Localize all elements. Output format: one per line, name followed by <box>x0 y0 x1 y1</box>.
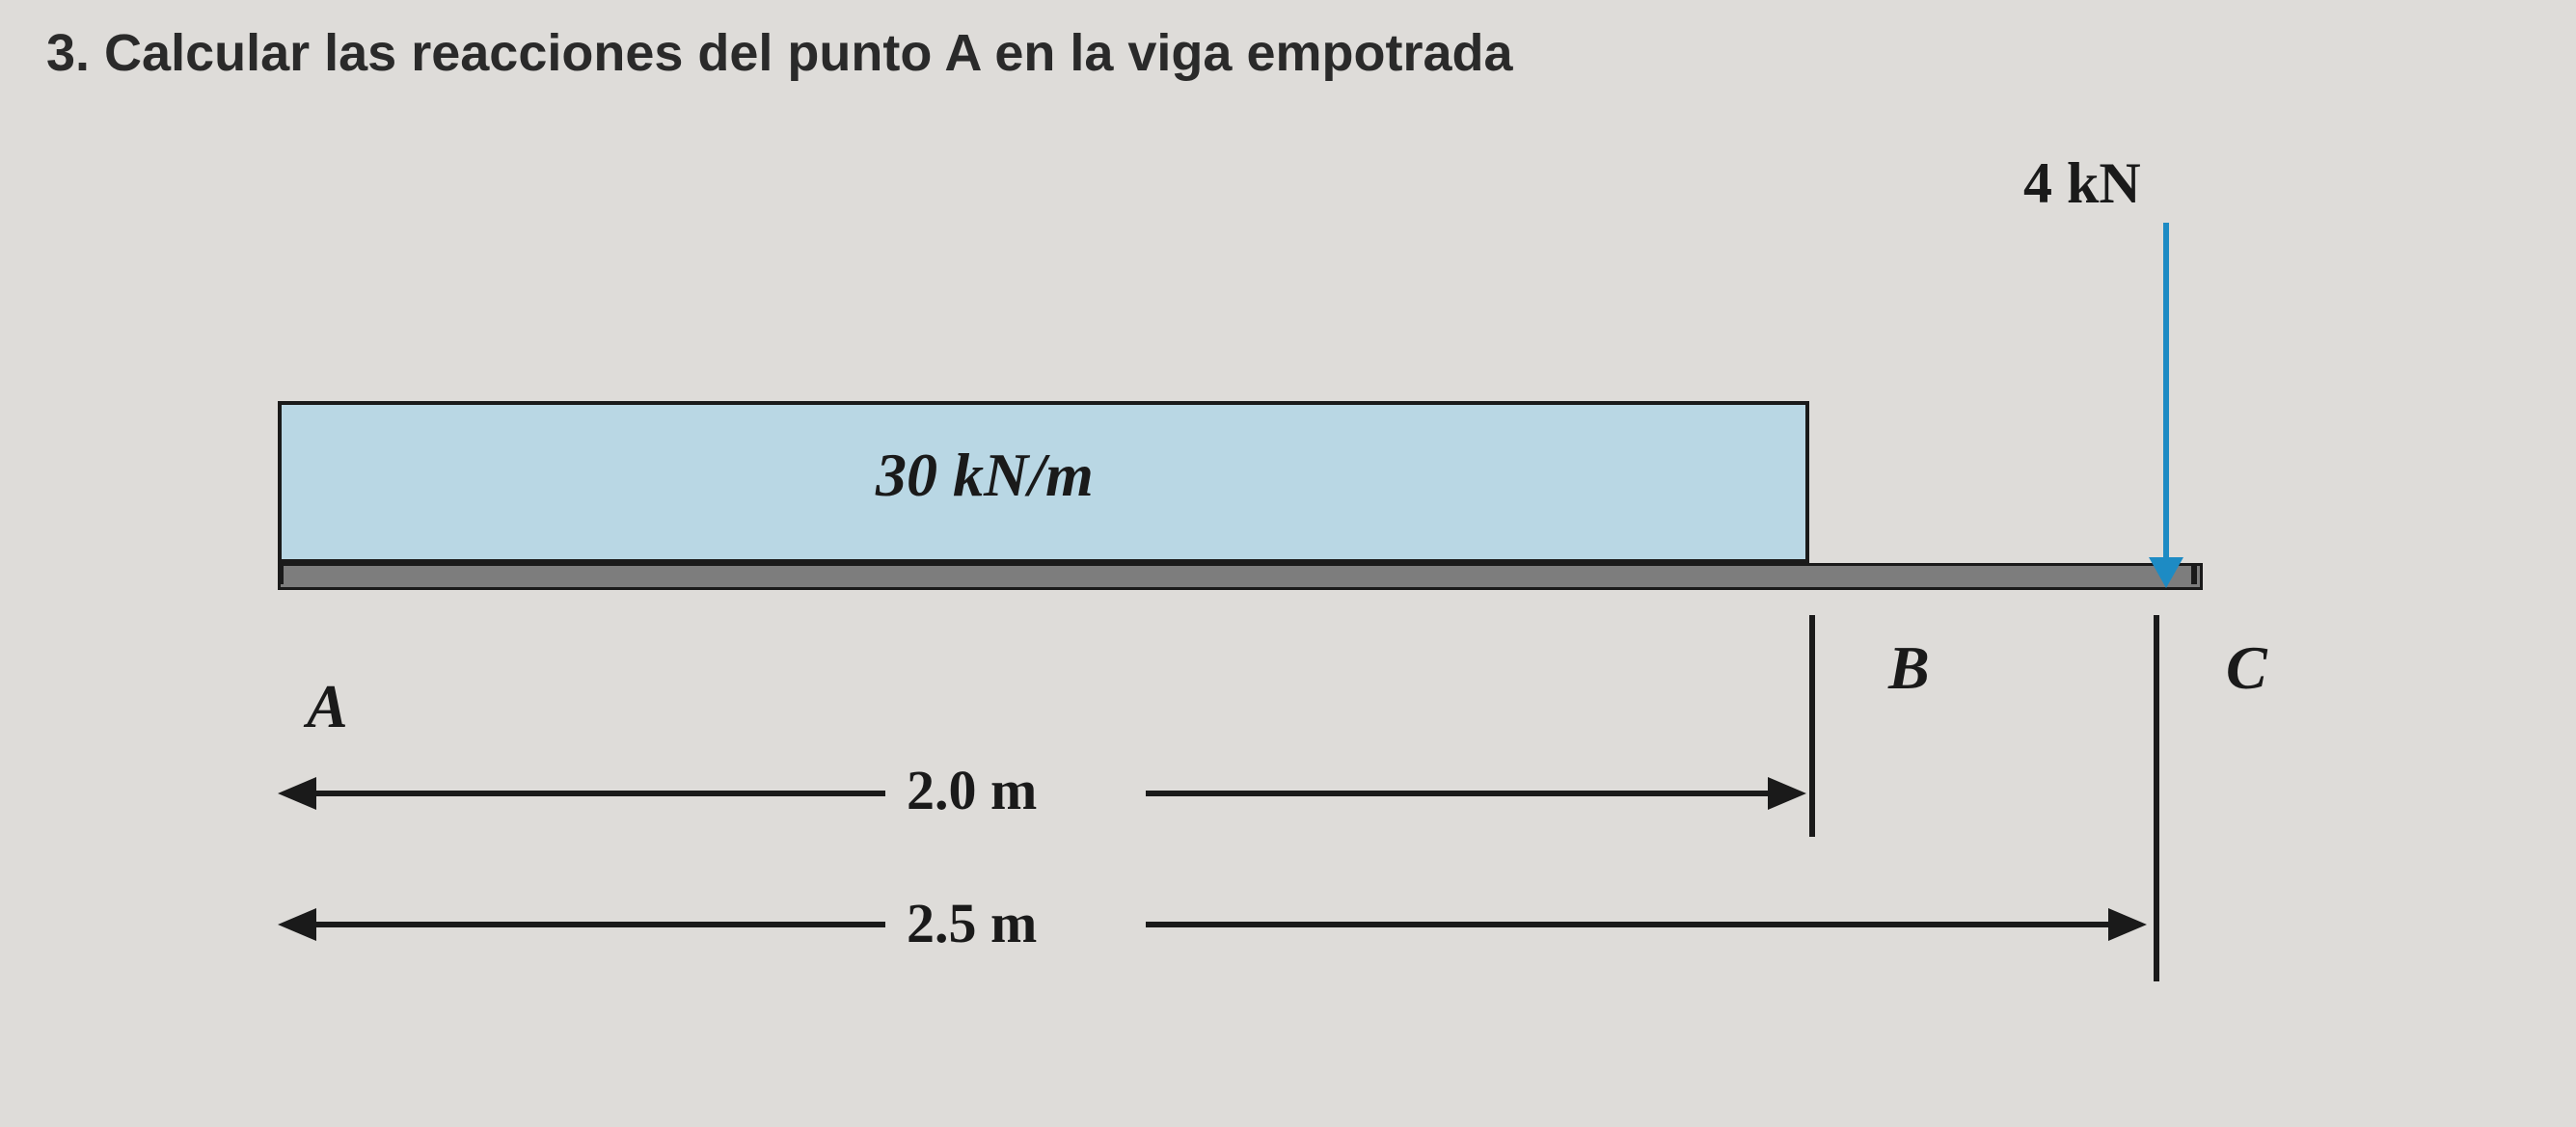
point-force-label: 4 kN <box>2023 150 2141 217</box>
dim-arrowhead-right-icon <box>2108 908 2147 941</box>
dim-line-segment <box>1146 922 2110 927</box>
point-label-C: C <box>2226 632 2267 704</box>
beam <box>278 563 2203 590</box>
beam-cap-right <box>2191 563 2197 584</box>
point-label-B: B <box>1888 632 1930 704</box>
dimension-AC-label: 2.5 m <box>887 891 1056 955</box>
dim-line-segment <box>1146 791 1777 796</box>
dim-tick-B <box>1809 615 1815 837</box>
beam-diagram: 30 kN/m 4 kN A B C 2.0 m 2.5 m <box>85 121 2400 989</box>
distributed-load-label: 30 kN/m <box>876 440 1094 511</box>
dimension-AB-label: 2.0 m <box>887 758 1056 822</box>
point-force-arrow-head <box>2149 557 2183 588</box>
beam-cap-left <box>278 563 284 584</box>
point-label-A: A <box>307 671 348 742</box>
dim-arrowhead-right-icon <box>1768 777 1806 810</box>
dim-line-segment <box>287 791 885 796</box>
dim-tick-C <box>2154 615 2159 981</box>
dim-line-segment <box>287 922 885 927</box>
problem-heading: 3. Calcular las reacciones del punto A e… <box>46 23 2530 83</box>
point-force-arrow-shaft <box>2163 223 2169 565</box>
